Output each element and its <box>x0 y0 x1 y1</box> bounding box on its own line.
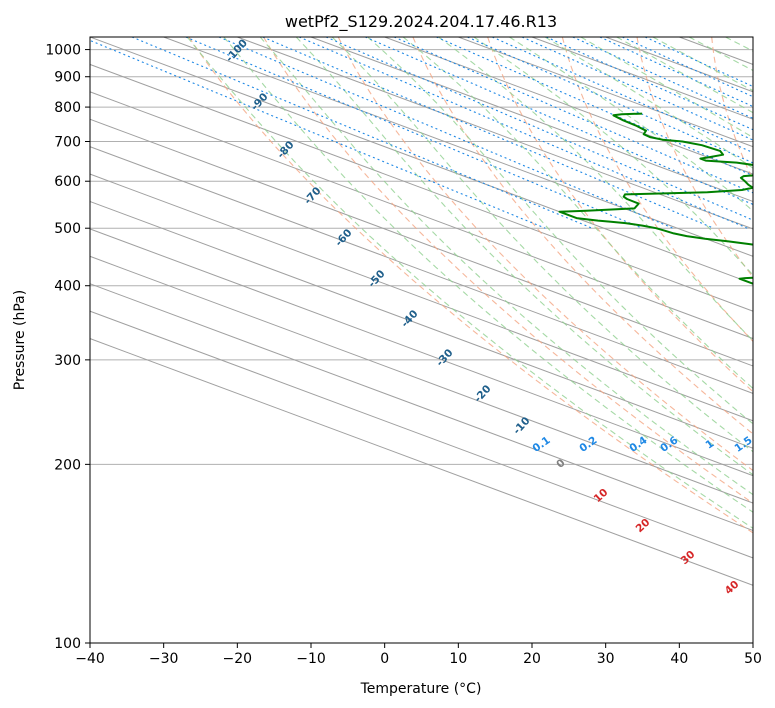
x-tick-label: 20 <box>523 651 541 667</box>
mixing-ratio-line <box>599 37 753 108</box>
moist-adiabat <box>223 37 753 513</box>
mixing-ratio-line <box>298 37 748 229</box>
dry-adiabat <box>263 37 753 504</box>
mixing-ratio-line <box>185 37 643 229</box>
y-tick-label: 100 <box>54 636 81 652</box>
plot-frame <box>89 36 754 644</box>
isotherm-line <box>310 37 753 203</box>
chart-title: wetPf2_S129.2024.204.17.46.R13 <box>285 12 557 32</box>
x-tick-label: 30 <box>597 651 615 667</box>
mixing-ratio-line <box>622 37 753 98</box>
y-tick-label: 1000 <box>45 43 81 59</box>
moist-adiabat <box>367 37 753 425</box>
plot-area <box>90 37 753 643</box>
y-tick-label: 700 <box>54 134 81 150</box>
isotherm-line <box>90 173 753 422</box>
x-tick-label: −20 <box>223 651 253 667</box>
x-tick-label: −40 <box>75 651 105 667</box>
mixing-ratio-line <box>325 37 753 221</box>
mixing-ratio-lines <box>90 37 753 229</box>
isotherm-line <box>90 255 753 504</box>
x-axis-label: Temperature (°C) <box>360 681 482 697</box>
mixing-ratio-line <box>131 37 593 229</box>
moist-adiabat <box>580 37 753 139</box>
isotherm-line <box>237 37 753 230</box>
isotherm-line <box>90 283 753 532</box>
isotherm-line <box>458 37 753 148</box>
mixing-ratio-line <box>467 37 753 164</box>
x-tick-label: −30 <box>149 651 179 667</box>
y-tick-label: 900 <box>54 70 81 86</box>
isotherm-line <box>90 228 753 477</box>
y-tick-label: 400 <box>54 279 81 295</box>
mixing-ratio-line <box>644 37 753 88</box>
moist-adiabat <box>186 37 753 529</box>
y-tick-label: 600 <box>54 174 81 190</box>
isotherm-line <box>90 310 753 559</box>
y-tick-label: 800 <box>54 100 81 116</box>
isotherm-line <box>90 146 753 394</box>
x-tick-label: 50 <box>744 651 762 667</box>
isotherm-line <box>90 37 753 285</box>
moist-adiabat <box>259 37 753 496</box>
isotherm-line <box>90 91 753 340</box>
moist-adiabat <box>544 37 753 169</box>
x-axis-ticks: −40 −30 −20 −10 0 10 20 30 40 50 <box>75 643 762 667</box>
isotherm-line <box>90 338 753 586</box>
isotherm-line <box>90 63 753 312</box>
pressure-gridlines <box>90 49 753 643</box>
moist-adiabat <box>509 37 753 212</box>
x-tick-label: −10 <box>296 651 326 667</box>
y-axis-ticks: 1000 900 800 700 600 500 400 300 200 100 <box>45 43 90 652</box>
dry-adiabat <box>188 37 753 534</box>
mixing-ratio-line <box>492 37 753 154</box>
moist-adiabats <box>186 37 753 529</box>
isotherm-line <box>90 118 753 367</box>
x-tick-label: 40 <box>670 651 688 667</box>
mixing-ratio-line <box>218 37 674 229</box>
y-tick-label: 300 <box>54 353 81 369</box>
mixing-ratio-line <box>262 37 714 229</box>
x-tick-label: 10 <box>449 651 467 667</box>
dry-adiabat <box>561 37 753 343</box>
mixing-ratio-line <box>90 39 546 229</box>
dry-adiabat <box>711 37 753 182</box>
mixing-ratio-line <box>365 37 753 206</box>
x-tick-label: 0 <box>380 651 389 667</box>
y-axis-label: Pressure (hPa) <box>12 290 28 390</box>
y-tick-label: 200 <box>54 457 81 473</box>
isotherm-line <box>163 37 753 257</box>
y-tick-label: 500 <box>54 221 81 237</box>
isotherm-line <box>90 200 753 449</box>
moist-adiabat <box>402 37 753 390</box>
